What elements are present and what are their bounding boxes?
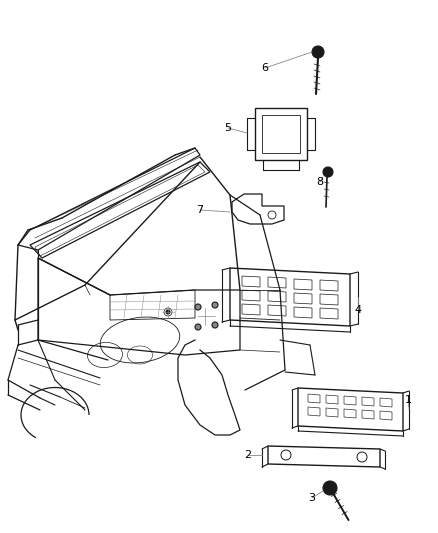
Text: 1: 1 (405, 395, 411, 405)
Text: 7: 7 (196, 205, 204, 215)
Text: 3: 3 (308, 493, 315, 503)
Circle shape (212, 302, 218, 308)
Circle shape (323, 481, 337, 495)
Circle shape (195, 324, 201, 330)
Circle shape (323, 167, 333, 177)
Text: 4: 4 (354, 305, 361, 315)
Circle shape (166, 310, 170, 314)
Text: 2: 2 (244, 450, 251, 460)
Circle shape (195, 304, 201, 310)
Text: 8: 8 (316, 177, 324, 187)
Circle shape (212, 322, 218, 328)
Text: 6: 6 (261, 63, 268, 73)
Circle shape (164, 308, 172, 316)
Circle shape (312, 46, 324, 58)
Text: 5: 5 (225, 123, 232, 133)
